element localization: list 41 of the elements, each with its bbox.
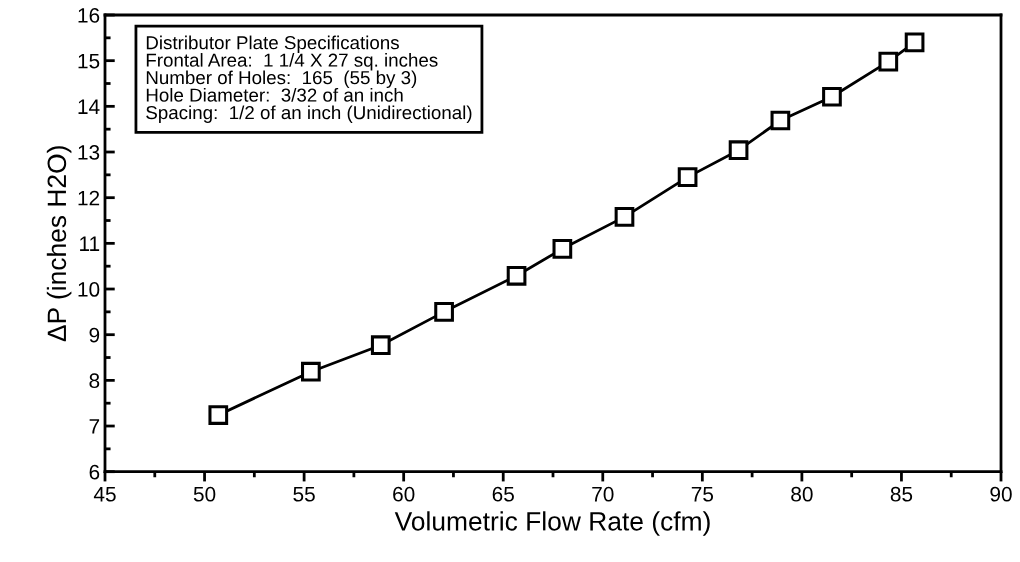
x-tick-label: 45	[93, 487, 116, 502]
annotation: Distributor Plate Specifications	[146, 35, 399, 54]
x-tick-label: 60	[393, 486, 415, 502]
annotation: Number of Holes: 165 (55 by 3)	[146, 70, 417, 88]
x-tick-label: 55	[293, 487, 315, 502]
x-tick-label: 75	[691, 487, 714, 502]
point	[878, 51, 899, 72]
point	[434, 301, 454, 322]
point	[552, 238, 573, 259]
x-tick-label: 85	[890, 486, 913, 502]
y-tick-label: 8	[89, 373, 100, 389]
point	[301, 361, 321, 382]
y-tick-label: 10	[78, 282, 100, 297]
y-tick-label: 14	[78, 99, 100, 114]
point	[728, 140, 749, 161]
point	[614, 207, 635, 227]
point	[904, 32, 925, 53]
y-tick-label: 16	[78, 8, 100, 23]
x-tick-label: 50	[193, 486, 216, 502]
point	[208, 405, 229, 425]
point	[370, 335, 391, 356]
y-tick-label: 9	[89, 327, 100, 343]
y-axis-title: ΔP (inches H2O)	[46, 146, 72, 342]
x-tick-label: 80	[791, 486, 813, 502]
y-tick-label: 13	[78, 145, 100, 160]
x-tick-label: 90	[990, 486, 1012, 502]
x-tick-label: 65	[492, 486, 514, 502]
y-tick-label: 12	[78, 190, 100, 206]
point	[770, 110, 791, 131]
x-tick-label: 70	[592, 486, 614, 502]
point	[822, 86, 842, 107]
point	[506, 265, 527, 286]
y-tick-label: 15	[78, 53, 100, 69]
x-axis-title: Volumetric Flow Rate (cfm)	[394, 511, 710, 536]
y-tick-label: 6	[89, 464, 100, 480]
annotation: Hole Diameter: 3/32 of an inch	[146, 87, 403, 102]
y-tick-label: 11	[80, 236, 100, 251]
annotation: Frontal Area: 1 1/4 X 27 sq. inches	[146, 53, 438, 71]
annotation: Spacing: 1/2 of an inch (Unidirectional)	[146, 105, 472, 123]
point	[677, 167, 698, 187]
y-tick-label: 7	[89, 419, 100, 434]
